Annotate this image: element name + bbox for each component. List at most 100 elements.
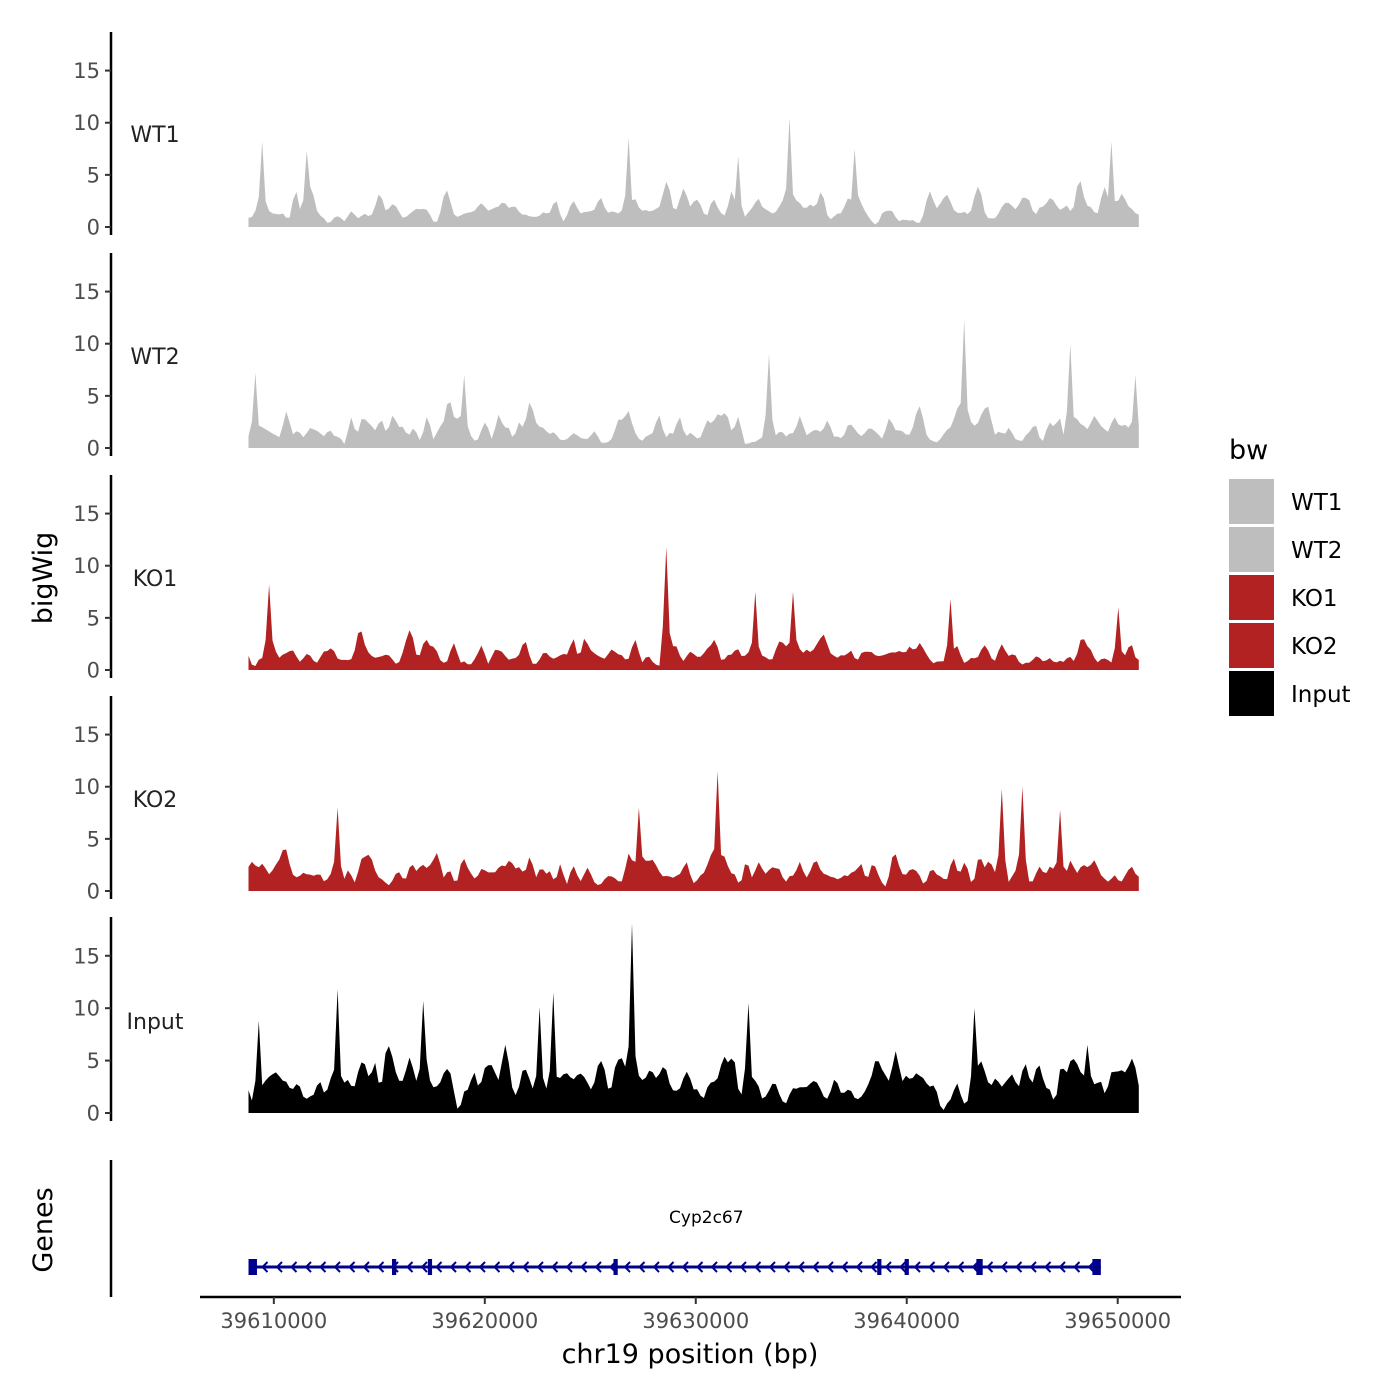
track-label-wt1: WT1 [130, 123, 179, 148]
legend-label-wt2: WT2 [1291, 538, 1342, 564]
strand-arrow [319, 1261, 327, 1273]
strand-arrow [406, 1261, 414, 1273]
coverage-area-wt2 [248, 319, 1139, 448]
strand-arrow [725, 1261, 733, 1273]
coverage-area-input [248, 923, 1139, 1113]
strand-arrow [362, 1261, 370, 1273]
strand-arrow [290, 1261, 298, 1273]
y-tick-label: 5 [87, 163, 100, 187]
strand-arrow [899, 1261, 907, 1273]
strand-arrow [565, 1261, 573, 1273]
gene-exon [904, 1259, 909, 1275]
gene-exon [613, 1259, 618, 1275]
strand-arrow [275, 1261, 283, 1273]
legend-key-input [1229, 671, 1274, 716]
strand-arrow [1015, 1261, 1023, 1273]
y-tick-label: 15 [73, 502, 100, 526]
strand-arrow [507, 1261, 515, 1273]
legend-label-input: Input [1291, 682, 1351, 708]
gene-exon [976, 1259, 983, 1275]
track-label-ko1: KO1 [133, 567, 178, 592]
strand-arrow [580, 1261, 588, 1273]
strand-arrow [536, 1261, 544, 1273]
strand-arrow [812, 1261, 820, 1273]
y-tick-label: 15 [73, 280, 100, 304]
strand-arrow [971, 1261, 979, 1273]
gene-name-label: Cyp2c67 [669, 1208, 744, 1228]
gene-panel: Cyp2c67 [109, 1160, 1101, 1297]
legend: bw WT1 WT2 KO1 KO2 Input [1229, 435, 1351, 716]
strand-arrow [638, 1261, 646, 1273]
strand-arrow [1000, 1261, 1008, 1273]
strand-arrow [884, 1261, 892, 1273]
gene-exon [1092, 1259, 1101, 1275]
strand-arrow [333, 1261, 341, 1273]
coverage-area-ko1 [248, 547, 1139, 670]
y-tick-label: 10 [73, 775, 100, 799]
strand-arrow [768, 1261, 776, 1273]
strand-arrow [957, 1261, 965, 1273]
strand-arrow [870, 1261, 878, 1273]
y-tick-label: 5 [87, 1049, 100, 1073]
legend-key-wt1 [1229, 479, 1274, 524]
y-tick-label: 5 [87, 606, 100, 630]
track-input: 0 5 10 15 Input [73, 917, 1139, 1126]
track-label-wt2: WT2 [130, 345, 179, 370]
track-label-input: Input [127, 1010, 184, 1035]
strand-arrow [478, 1261, 486, 1273]
gene-exon [877, 1259, 882, 1275]
strand-arrow [377, 1261, 385, 1273]
strand-arrow [652, 1261, 660, 1273]
y-tick-label: 10 [73, 554, 100, 578]
strand-arrow [913, 1261, 921, 1273]
y-tick-label: 15 [73, 944, 100, 968]
y-tick-label: 0 [87, 659, 100, 683]
strand-arrow [739, 1261, 747, 1273]
strand-arrow [667, 1261, 675, 1273]
strand-arrow [928, 1261, 936, 1273]
y-tick-label: 0 [87, 216, 100, 240]
strand-arrow [1058, 1261, 1066, 1273]
strand-arrow [464, 1261, 472, 1273]
gene-exon [427, 1259, 433, 1275]
strand-arrow [783, 1261, 791, 1273]
track-wt1: 0 5 10 15 WT1 [73, 32, 1139, 240]
y-tick-label: 10 [73, 111, 100, 135]
strand-arrow [754, 1261, 762, 1273]
y-tick-label: 0 [87, 880, 100, 904]
legend-title: bw [1229, 435, 1268, 466]
strand-arrow [623, 1261, 631, 1273]
strand-arrow [1044, 1261, 1052, 1273]
strand-arrow [681, 1261, 689, 1273]
strand-arrow [942, 1261, 950, 1273]
x-tick-label: 39630000 [642, 1309, 749, 1333]
strand-arrow [435, 1261, 443, 1273]
strand-arrow [710, 1261, 718, 1273]
legend-label-ko1: KO1 [1291, 586, 1338, 612]
legend-label-wt1: WT1 [1291, 490, 1342, 516]
strand-arrow [841, 1261, 849, 1273]
bigwig-tracks: 0 5 10 15 WT1 0 5 10 15 WT2 0 5 10 15 KO1 0 5 10 15 KO2 0 5 10… [73, 32, 1139, 1126]
y-tick-label: 5 [87, 384, 100, 408]
strand-arrow [420, 1261, 428, 1273]
strand-arrow [449, 1261, 457, 1273]
legend-key-ko1 [1229, 575, 1274, 620]
strand-arrow [551, 1261, 559, 1273]
y-tick-label: 10 [73, 997, 100, 1021]
x-axis: 39610000 39620000 39630000 39640000 39650000 [200, 1295, 1181, 1333]
gene-exon [248, 1259, 257, 1275]
strand-arrow [261, 1261, 269, 1273]
x-axis-title: chr19 position (bp) [562, 1339, 819, 1370]
x-tick-label: 39650000 [1064, 1309, 1171, 1333]
y-tick-label: 5 [87, 827, 100, 851]
track-ko1: 0 5 10 15 KO1 [73, 475, 1139, 683]
strand-arrow [304, 1261, 312, 1273]
track-ko2: 0 5 10 15 KO2 [73, 696, 1139, 904]
y-tick-label: 0 [87, 1102, 100, 1126]
strand-arrow [522, 1261, 530, 1273]
y-tick-label: 15 [73, 59, 100, 83]
coverage-area-ko2 [248, 771, 1139, 891]
y-tick-label: 0 [87, 437, 100, 461]
track-label-ko2: KO2 [133, 788, 178, 813]
